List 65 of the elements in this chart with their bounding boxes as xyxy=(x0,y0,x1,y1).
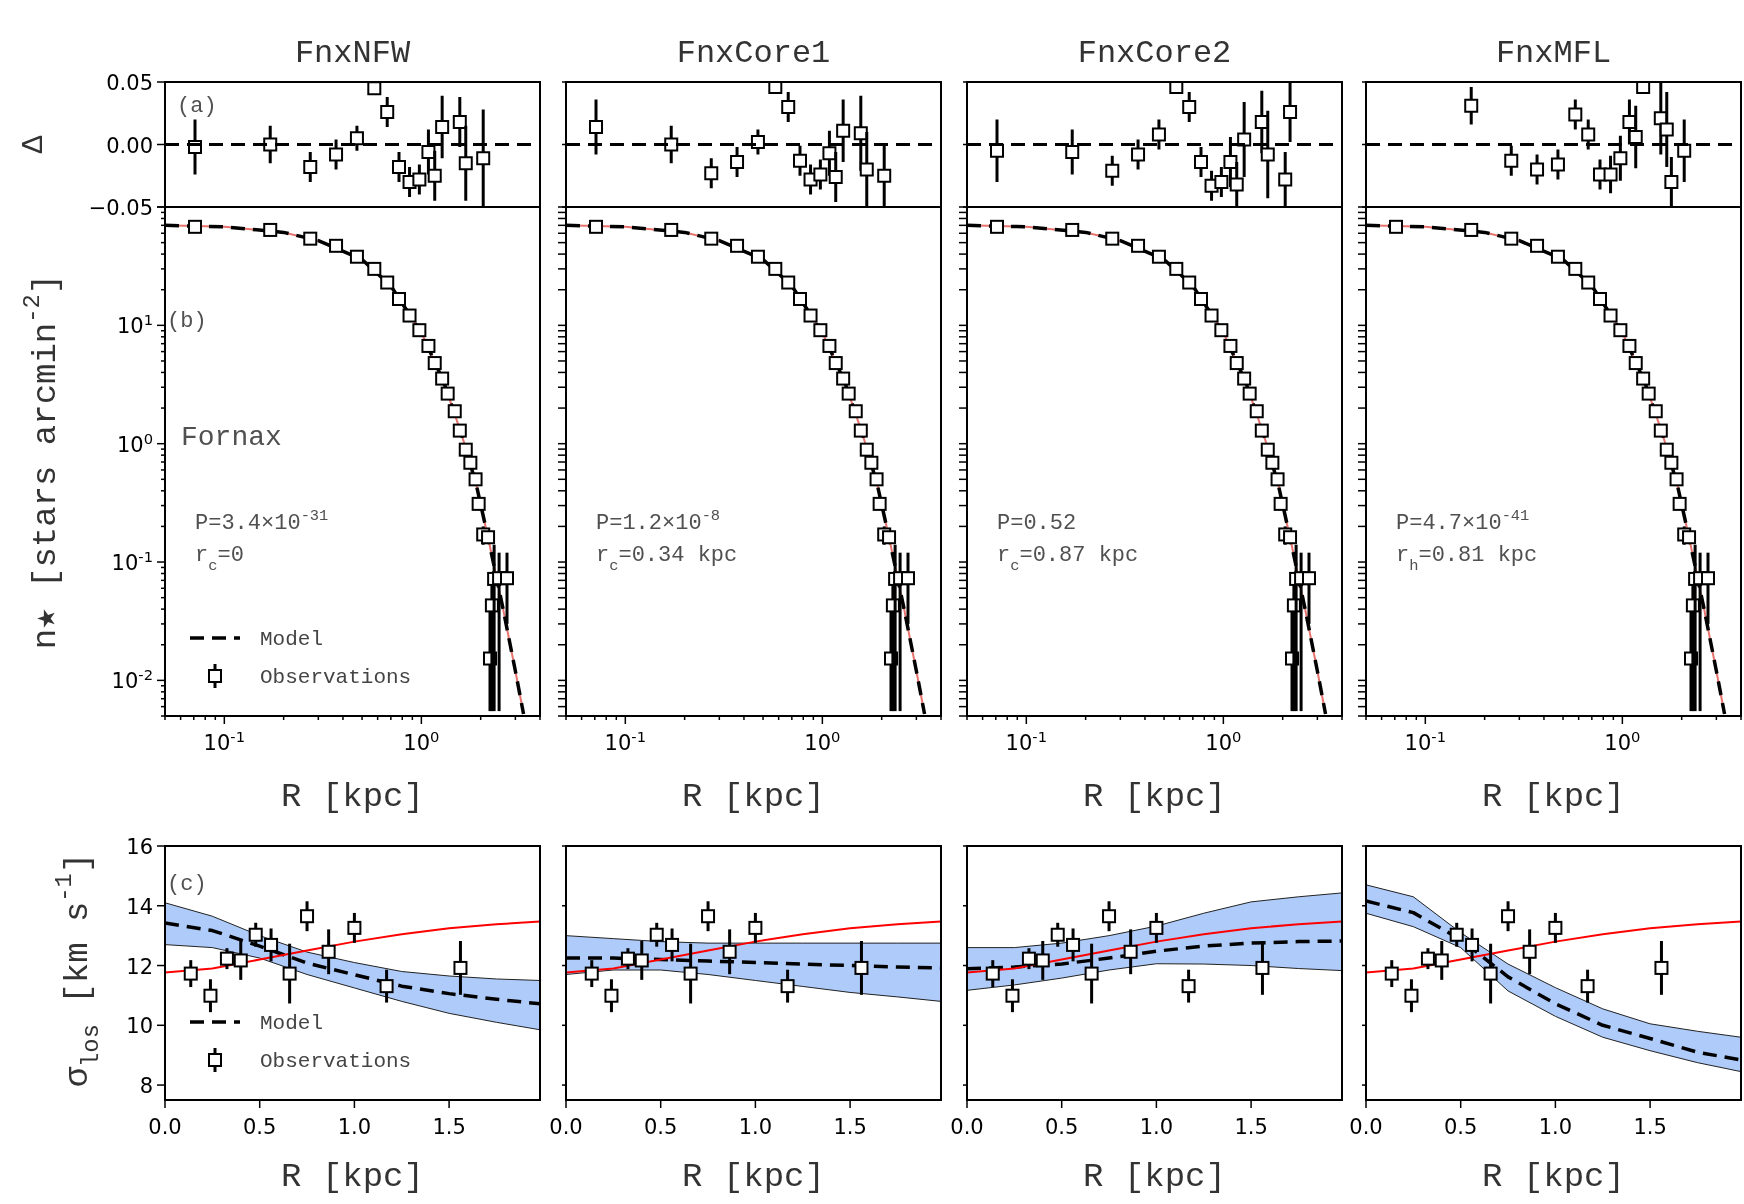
x-tick-label: 10$^{-1}$ xyxy=(1005,727,1048,755)
y-tick-label: 10$^{-1}$ xyxy=(111,547,153,576)
x-tick-label: 10$^{0}$ xyxy=(804,727,841,755)
chart-title: FnxCore1 xyxy=(676,35,831,72)
y-tick-label: 0.00 xyxy=(106,133,153,158)
x-tick-label: 0.5 xyxy=(1044,1115,1079,1139)
x-tick-label: 0.5 xyxy=(242,1115,277,1139)
y-tick-label: 12 xyxy=(126,954,153,979)
chart-title: FnxNFW xyxy=(294,35,411,72)
x-tick-label: 10$^{0}$ xyxy=(1604,727,1641,755)
x-tick-label: 0.0 xyxy=(1349,1115,1383,1139)
annotation: r$_{c}$=0.87 kpc xyxy=(997,543,1139,575)
x-tick-label: 0.0 xyxy=(549,1115,583,1139)
x-tick-label: 10$^{-1}$ xyxy=(604,727,647,755)
y-tick-label: 14 xyxy=(126,894,153,919)
y-tick-label: 0.05 xyxy=(106,71,153,95)
legend-label: Observations xyxy=(260,1050,412,1073)
annotation: P=1.2×10$^{-8}$ xyxy=(596,507,721,536)
y-tick-label: −0.05 xyxy=(88,196,153,220)
annotation: r$_{c}$=0 xyxy=(195,543,244,575)
y-axis-title: Δ xyxy=(16,135,51,154)
x-tick-label: 10$^{-1}$ xyxy=(203,727,246,755)
x-axis-title: R [kpc] xyxy=(682,778,825,816)
chart-title: FnxMFL xyxy=(1495,35,1612,72)
annotation: Fornax xyxy=(181,422,282,453)
x-tick-label: 1.5 xyxy=(833,1115,867,1139)
legend-label: Model xyxy=(260,1012,324,1035)
annotation: P=4.7×10$^{-41}$ xyxy=(1396,507,1530,536)
x-tick-label: 10$^{0}$ xyxy=(1205,727,1242,755)
x-tick-label: 1.0 xyxy=(1538,1115,1573,1139)
x-tick-label: 1.0 xyxy=(1139,1115,1174,1139)
x-axis-title: R [kpc] xyxy=(1083,1158,1226,1196)
x-axis-title: R [kpc] xyxy=(1083,778,1226,816)
legend-label: Model xyxy=(260,628,324,651)
chart-title: FnxCore2 xyxy=(1077,35,1232,72)
x-axis-title: R [kpc] xyxy=(1482,1158,1625,1196)
annotation: (a) xyxy=(177,94,217,119)
x-tick-label: 10$^{-1}$ xyxy=(1404,727,1447,755)
y-tick-label: 10$^{0}$ xyxy=(116,429,153,457)
x-axis-title: R [kpc] xyxy=(1482,778,1625,816)
y-tick-label: 10$^{1}$ xyxy=(116,310,153,339)
annotation: (c) xyxy=(167,872,207,897)
legend-label: Observations xyxy=(260,666,412,689)
annotation: P=0.52 xyxy=(997,511,1077,536)
annotation: r$_{c}$=0.34 kpc xyxy=(596,543,738,575)
x-tick-label: 10$^{0}$ xyxy=(403,727,440,755)
x-tick-label: 0.0 xyxy=(148,1115,182,1139)
x-tick-label: 0.5 xyxy=(643,1115,678,1139)
x-axis-title: R [kpc] xyxy=(281,1158,424,1196)
x-axis-title: R [kpc] xyxy=(281,778,424,816)
x-tick-label: 1.5 xyxy=(1633,1115,1667,1139)
x-tick-label: 0.5 xyxy=(1443,1115,1478,1139)
y-tick-label: 10$^{-2}$ xyxy=(111,665,153,694)
annotation: P=3.4×10$^{-31}$ xyxy=(195,507,329,536)
y-tick-label: 16 xyxy=(126,835,153,859)
y-tick-label: 10 xyxy=(126,1014,153,1039)
x-tick-label: 0.0 xyxy=(950,1115,984,1139)
y-tick-label: 8 xyxy=(139,1074,153,1099)
x-tick-label: 1.0 xyxy=(337,1115,372,1139)
annotation: r$_{h}$=0.81 kpc xyxy=(1396,543,1538,575)
x-tick-label: 1.5 xyxy=(1234,1115,1268,1139)
x-tick-label: 1.5 xyxy=(432,1115,466,1139)
x-axis-title: R [kpc] xyxy=(682,1158,825,1196)
annotation: (b) xyxy=(167,309,207,334)
x-tick-label: 1.0 xyxy=(738,1115,773,1139)
